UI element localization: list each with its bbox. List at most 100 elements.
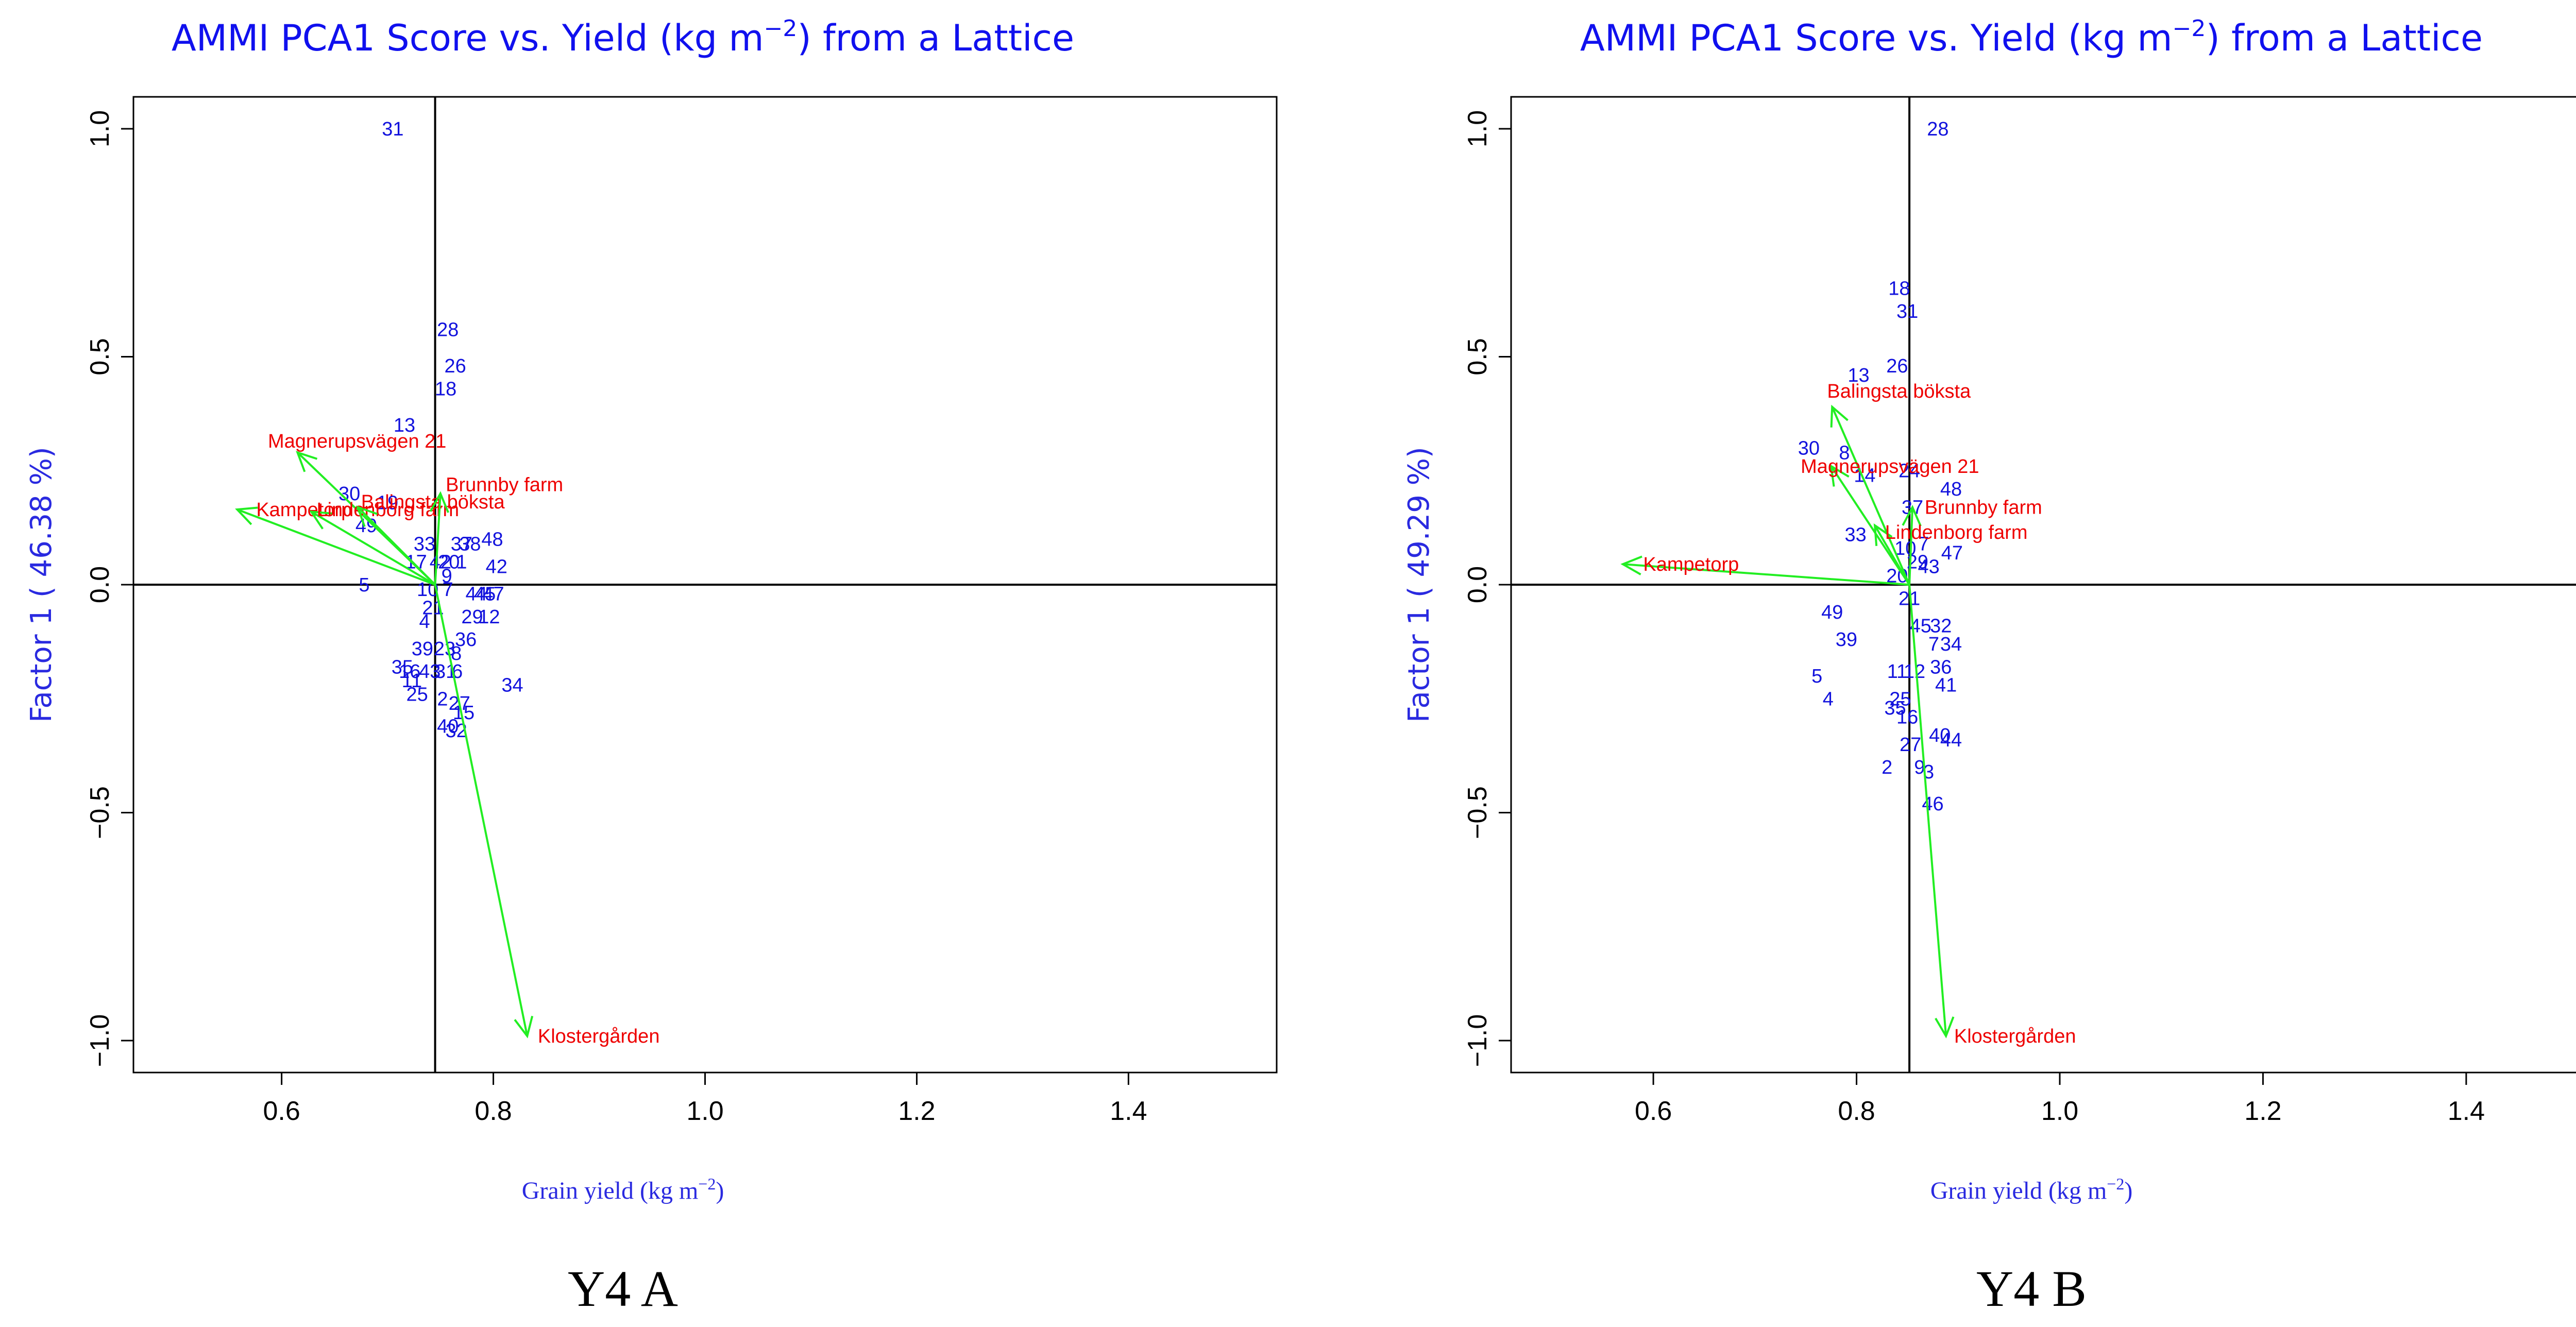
genotype-point-label: 48 (1940, 479, 1962, 500)
panel-right: AMMI PCA1 Score vs. Yield (kg m−2) from … (1402, 15, 2576, 1317)
x-axis-label-superscript: −2 (698, 1175, 716, 1193)
environment-vector (1908, 584, 1947, 1036)
x-axis-label-tail: ) (2124, 1177, 2132, 1204)
x-tick-label: 1.2 (2244, 1096, 2281, 1126)
genotype-point-label: 27 (1900, 734, 1921, 756)
genotype-point-label: 2 (437, 688, 448, 710)
x-axis-label-text: Grain yield (kg m (1930, 1177, 2107, 1204)
environment-label: Magnerupsvägen 21 (268, 431, 446, 452)
environment-label: Klostergården (1954, 1026, 2076, 1047)
environment-arrowhead (1620, 555, 1642, 575)
chart-title-tail: ) from a Lattice (797, 17, 1074, 59)
y-axis-label: Factor 1 ( 49.29 %) (1402, 447, 1436, 722)
environment-vector (1831, 406, 1910, 585)
genotype-point-label: 47 (482, 584, 504, 605)
panel-caption: Y4 A (568, 1260, 678, 1317)
x-tick-label: 0.8 (1838, 1096, 1875, 1126)
genotype-point-label: 39 (1836, 629, 1857, 651)
x-tick-label: 0.6 (1635, 1096, 1672, 1126)
genotype-point-label: 28 (1927, 118, 1948, 140)
x-axis-label-text: Grain yield (kg m (522, 1177, 699, 1204)
y-tick-label: 0.5 (85, 338, 115, 375)
environment-vector (434, 493, 442, 585)
genotype-point-label: 26 (1886, 355, 1908, 377)
x-tick-label: 1.4 (1110, 1096, 1147, 1126)
environment-vector (357, 506, 436, 586)
genotype-point-label: 18 (435, 378, 456, 400)
chart-title-text: AMMI PCA1 Score vs. Yield (kg m (1580, 17, 2173, 59)
environment-vector (1908, 507, 1914, 585)
genotype-point-label: 20 (438, 552, 460, 573)
genotype-point-label: 46 (1922, 793, 1943, 815)
genotype-point-label: 47 (1941, 542, 1963, 564)
chart-title-superscript: −2 (764, 15, 798, 42)
genotype-point-label: 10 (1894, 538, 1916, 559)
environment-label: Lindenborg farm (1885, 522, 2028, 543)
y-tick-label: −1.0 (1463, 1014, 1493, 1067)
x-axis-label-tail: ) (716, 1177, 724, 1204)
genotype-point-label: 1 (456, 552, 467, 573)
genotype-point-label: 40 (437, 716, 459, 737)
chart-title-tail: ) from a Lattice (2206, 17, 2483, 59)
y-tick-label: 0.0 (85, 566, 115, 603)
environment-label: Magnerupsvägen 21 (1801, 456, 1979, 478)
genotype-point-label: 42 (486, 556, 507, 578)
genotype-point-label: 5 (1811, 666, 1822, 687)
genotype-point-label: 9 (1914, 757, 1925, 778)
environment-arrowhead (429, 491, 449, 513)
genotype-point-label: 37 (451, 533, 472, 555)
genotype-point-label: 26 (444, 355, 466, 377)
genotype-point-label: 30 (1798, 437, 1820, 459)
genotype-point-label: 43 (419, 661, 440, 683)
genotype-point-label: 31 (382, 118, 403, 140)
x-tick-label: 1.0 (686, 1096, 723, 1126)
genotype-point-label: 19 (377, 492, 398, 514)
genotype-point-label: 13 (394, 415, 415, 436)
genotype-point-label: 34 (1940, 634, 1962, 655)
y-tick-label: 0.0 (1463, 566, 1493, 603)
x-tick-label: 1.4 (2448, 1096, 2485, 1126)
environment-label: Balingsta böksta (1827, 381, 1971, 402)
genotype-point-label: 44 (466, 584, 487, 605)
environment-arrowhead (1902, 504, 1922, 527)
genotype-point-label: 45 (474, 584, 496, 605)
genotype-point-label: 32 (1930, 616, 1952, 637)
x-tick-label: 0.8 (474, 1096, 512, 1126)
environment-arrowhead (296, 451, 318, 472)
genotype-point-label: 49 (1821, 602, 1843, 623)
panel-caption: Y4 B (1976, 1260, 2087, 1317)
y-tick-label: −0.5 (1463, 786, 1493, 839)
environment-label: Kampetorp (1643, 554, 1739, 575)
environment-arrowhead (235, 506, 258, 525)
chart-title-superscript: −2 (2173, 15, 2206, 42)
y-tick-label: 1.0 (85, 110, 115, 147)
environment-label: Brunnby farm (1925, 497, 2042, 519)
genotype-point-label: 43 (1918, 556, 1939, 578)
y-tick-label: 0.5 (1463, 338, 1493, 375)
environment-arrowhead (1935, 1016, 1955, 1039)
environment-arrowhead (1829, 464, 1850, 487)
environment-label: Kampetorp (256, 499, 352, 521)
environment-vector (434, 584, 529, 1036)
x-axis-label: Grain yield (kg m−2) (1930, 1175, 2133, 1204)
environment-arrowhead (1873, 523, 1893, 546)
genotype-point-label: 44 (1940, 729, 1962, 751)
chart-title: AMMI PCA1 Score vs. Yield (kg m−2) from … (1580, 15, 2483, 59)
genotype-point-label: 48 (481, 529, 503, 550)
environment-label: Klostergården (538, 1026, 660, 1047)
environment-arrowhead (309, 511, 332, 530)
genotype-point-label: 5 (359, 574, 369, 596)
environment-label: Brunnby farm (446, 474, 563, 496)
genotype-point-label: 11 (402, 670, 422, 692)
genotype-point-label: 36 (455, 629, 477, 651)
environment-arrowhead (514, 1015, 534, 1039)
genotype-point-label: 12 (478, 606, 500, 628)
genotype-point-label: 8 (451, 643, 462, 665)
genotype-point-label: 40 (1929, 725, 1951, 746)
genotype-point-label: 7 (443, 579, 453, 601)
genotype-point-label: 18 (1888, 278, 1910, 300)
x-tick-label: 1.0 (2041, 1096, 2078, 1126)
x-axis-label-superscript: −2 (2107, 1175, 2124, 1193)
genotype-point-label: 25 (1889, 688, 1911, 710)
